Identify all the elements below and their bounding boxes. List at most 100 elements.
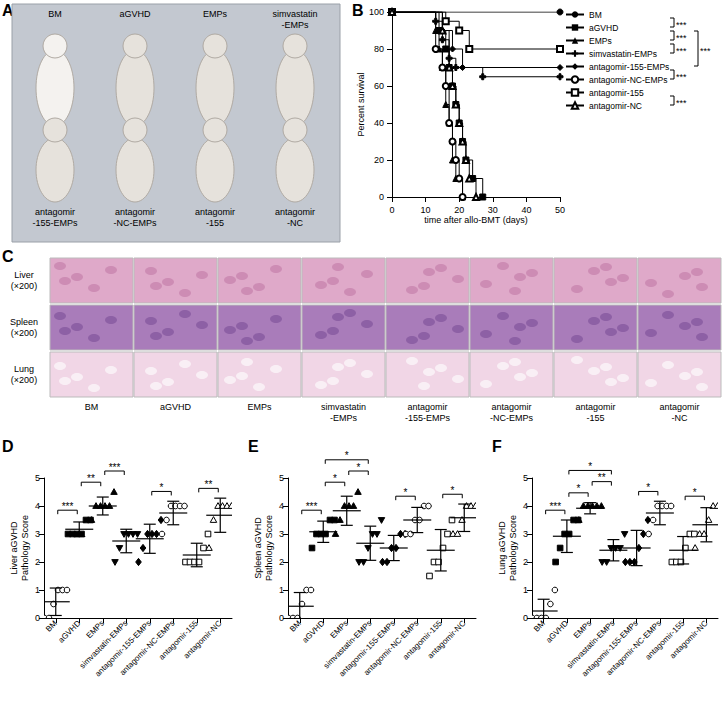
svg-text:Lung: Lung bbox=[14, 364, 34, 374]
svg-text:simvastatin-EMPs: simvastatin-EMPs bbox=[589, 49, 657, 59]
svg-text:1: 1 bbox=[523, 585, 528, 595]
svg-text:BM: BM bbox=[532, 619, 547, 634]
svg-text:3: 3 bbox=[279, 529, 284, 539]
svg-text:0: 0 bbox=[35, 613, 40, 623]
svg-text:***: *** bbox=[700, 46, 711, 56]
svg-text:4: 4 bbox=[279, 501, 284, 511]
svg-text:***: *** bbox=[676, 72, 687, 82]
svg-text:*: * bbox=[333, 473, 337, 484]
svg-text:-155-EMPs: -155-EMPs bbox=[32, 218, 78, 228]
svg-text:aGVHD: aGVHD bbox=[57, 619, 83, 645]
svg-text:EMPs: EMPs bbox=[247, 402, 272, 412]
svg-text:B: B bbox=[352, 2, 364, 19]
svg-text:2: 2 bbox=[523, 557, 528, 567]
svg-text:EMPs: EMPs bbox=[203, 9, 228, 19]
svg-text:*: * bbox=[693, 487, 697, 498]
svg-text:aGVHD: aGVHD bbox=[544, 619, 570, 645]
svg-text:5: 5 bbox=[279, 473, 284, 483]
svg-text:EMPs: EMPs bbox=[589, 36, 612, 46]
svg-text:time after allo-BMT (days): time after allo-BMT (days) bbox=[424, 215, 527, 225]
svg-text:antagomir-155-EMPs: antagomir-155-EMPs bbox=[589, 62, 669, 72]
svg-text:1: 1 bbox=[279, 585, 284, 595]
svg-text:aGVHD: aGVHD bbox=[589, 23, 618, 33]
svg-text:2: 2 bbox=[279, 557, 284, 567]
svg-text:antagomir: antagomir bbox=[659, 402, 699, 412]
svg-text:3: 3 bbox=[523, 529, 528, 539]
svg-text:Liver aGVHD: Liver aGVHD bbox=[9, 521, 19, 575]
svg-text:*: * bbox=[345, 450, 349, 461]
svg-text:5: 5 bbox=[35, 473, 40, 483]
svg-text:***: *** bbox=[549, 501, 561, 512]
svg-text:simvastatin: simvastatin bbox=[272, 9, 317, 19]
svg-text:***: *** bbox=[676, 46, 687, 56]
svg-text:antagomir-155: antagomir-155 bbox=[401, 618, 444, 661]
svg-text:C: C bbox=[2, 248, 14, 265]
svg-text:0: 0 bbox=[389, 205, 394, 215]
svg-text:40: 40 bbox=[521, 205, 531, 215]
svg-text:Spleen aGVHD: Spleen aGVHD bbox=[253, 517, 263, 579]
svg-text:*: * bbox=[357, 462, 361, 473]
svg-text:(×200): (×200) bbox=[11, 375, 37, 385]
svg-text:BM: BM bbox=[85, 402, 99, 412]
svg-text:antagomir-NC: antagomir-NC bbox=[589, 101, 642, 111]
svg-text:50: 50 bbox=[555, 205, 565, 215]
svg-text:Liver: Liver bbox=[14, 270, 34, 280]
svg-text:Lung aGVHD: Lung aGVHD bbox=[497, 521, 507, 575]
svg-text:antagomir: antagomir bbox=[195, 207, 235, 217]
svg-text:-NC-EMPs: -NC-EMPs bbox=[114, 218, 157, 228]
svg-text:*: * bbox=[588, 461, 592, 472]
svg-text:antagomir: antagomir bbox=[115, 207, 155, 217]
svg-text:aGVHD: aGVHD bbox=[301, 619, 327, 645]
svg-text:10: 10 bbox=[421, 205, 431, 215]
svg-text:F: F bbox=[492, 438, 502, 455]
svg-text:0: 0 bbox=[379, 192, 384, 202]
svg-text:(×200): (×200) bbox=[11, 281, 37, 291]
svg-text:80: 80 bbox=[374, 44, 384, 54]
svg-text:aGVHD: aGVHD bbox=[119, 9, 151, 19]
svg-text:-NC: -NC bbox=[672, 413, 688, 423]
svg-text:-EMPs: -EMPs bbox=[282, 20, 310, 30]
svg-text:4: 4 bbox=[523, 501, 528, 511]
svg-text:**: ** bbox=[598, 472, 606, 483]
svg-text:BM: BM bbox=[44, 619, 59, 634]
svg-text:4: 4 bbox=[35, 501, 40, 511]
svg-text:***: *** bbox=[676, 33, 687, 43]
svg-text:antagomir-NC: antagomir-NC bbox=[182, 619, 224, 661]
svg-text:Pathology Score: Pathology Score bbox=[508, 515, 518, 581]
svg-text:aGVHD: aGVHD bbox=[160, 402, 192, 412]
svg-text:-155: -155 bbox=[586, 413, 604, 423]
svg-text:antagomir-155: antagomir-155 bbox=[157, 618, 200, 661]
svg-text:antagomir-155: antagomir-155 bbox=[644, 618, 687, 661]
svg-text:***: *** bbox=[109, 462, 121, 473]
svg-text:***: *** bbox=[676, 98, 687, 108]
svg-text:20: 20 bbox=[454, 205, 464, 215]
svg-text:Pathology Score: Pathology Score bbox=[20, 515, 30, 581]
svg-text:antagomir-155: antagomir-155 bbox=[589, 88, 644, 98]
svg-text:***: *** bbox=[306, 501, 318, 512]
svg-text:**: ** bbox=[87, 473, 95, 484]
svg-text:*: * bbox=[646, 482, 650, 493]
svg-text:-EMPs: -EMPs bbox=[330, 413, 358, 423]
svg-text:antagomir-NC: antagomir-NC bbox=[426, 619, 468, 661]
svg-text:-NC-EMPs: -NC-EMPs bbox=[490, 413, 533, 423]
svg-text:-155: -155 bbox=[206, 218, 224, 228]
svg-text:100: 100 bbox=[369, 7, 384, 17]
svg-text:Percent survival: Percent survival bbox=[356, 72, 366, 136]
svg-text:3: 3 bbox=[35, 529, 40, 539]
svg-text:-NC: -NC bbox=[287, 218, 303, 228]
svg-text:BM: BM bbox=[288, 619, 303, 634]
svg-text:1: 1 bbox=[35, 585, 40, 595]
svg-text:antagomir: antagomir bbox=[275, 207, 315, 217]
svg-text:*: * bbox=[577, 483, 581, 494]
svg-text:*: * bbox=[160, 482, 164, 493]
svg-text:0: 0 bbox=[523, 613, 528, 623]
svg-text:5: 5 bbox=[523, 473, 528, 483]
svg-text:simvastatin: simvastatin bbox=[321, 402, 366, 412]
svg-text:20: 20 bbox=[374, 155, 384, 165]
svg-text:E: E bbox=[248, 438, 259, 455]
svg-text:**: ** bbox=[205, 479, 213, 490]
svg-text:D: D bbox=[2, 438, 14, 455]
svg-text:BM: BM bbox=[589, 10, 602, 20]
svg-text:*: * bbox=[451, 485, 455, 496]
svg-text:EMPs: EMPs bbox=[85, 619, 106, 640]
